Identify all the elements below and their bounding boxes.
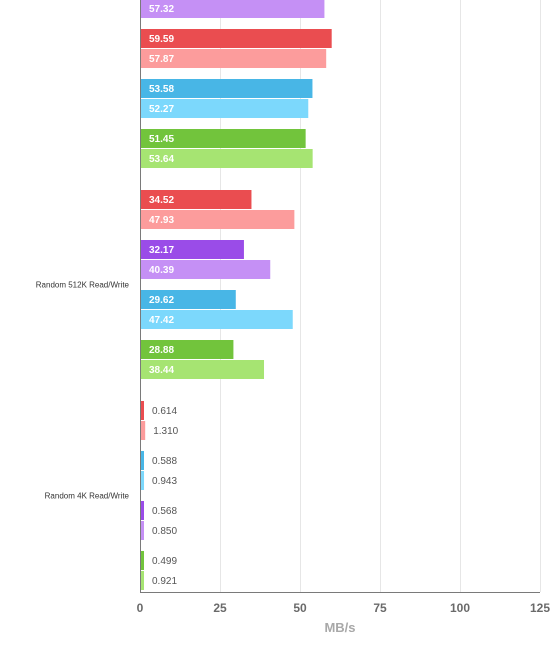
- bar-value-label: 40.39: [149, 265, 174, 276]
- bar: [141, 49, 327, 68]
- bar: [141, 340, 234, 359]
- bar: [141, 551, 144, 570]
- bar-value-label: 57.87: [149, 54, 174, 65]
- bar: [141, 149, 313, 168]
- bars: [141, 0, 332, 590]
- bar: [141, 360, 265, 379]
- x-axis: 0 25 50 75 100 125: [137, 0, 550, 615]
- bar-value-label: 0.568: [152, 506, 177, 517]
- bar-value-label: 53.64: [149, 154, 174, 165]
- bar: [141, 451, 144, 470]
- x-axis-title: MB/s: [324, 620, 355, 635]
- bar-labels: 57.32 59.59 57.87 53.58 52.27 51.45 53.64 34.52…: [149, 4, 179, 587]
- bar: [141, 571, 144, 590]
- bar: [141, 210, 295, 229]
- bar: [141, 190, 252, 209]
- bar: [141, 240, 244, 259]
- bar-value-label: 53.58: [149, 84, 174, 95]
- bar: [141, 260, 271, 279]
- bar-value-label: 0.850: [152, 526, 177, 537]
- bar-value-label: 0.499: [152, 556, 177, 567]
- bar-value-label: 52.27: [149, 104, 174, 115]
- bar-value-label: 29.62: [149, 295, 174, 306]
- bar-value-label: 47.93: [149, 215, 174, 226]
- bar: [141, 521, 144, 540]
- bar-value-label: 57.32: [149, 4, 174, 15]
- bar: [141, 129, 306, 148]
- bar-value-label: 0.943: [152, 476, 177, 487]
- bar: [141, 501, 144, 520]
- bar-value-label: 0.614: [152, 406, 177, 417]
- gridlines: [220, 0, 541, 592]
- bar-value-label: 0.588: [152, 456, 177, 467]
- bar-value-label: 0.921: [152, 576, 177, 587]
- bar-value-label: 59.59: [149, 34, 174, 45]
- x-tick-label: 25: [213, 601, 227, 615]
- x-tick-label: 125: [530, 601, 550, 615]
- category-label: Random 512K Read/Write: [36, 281, 130, 290]
- bar-value-label: 34.52: [149, 195, 174, 206]
- x-tick-label: 75: [373, 601, 387, 615]
- category-label: Random 4K Read/Write: [45, 492, 130, 501]
- bar: [141, 29, 332, 48]
- bar: [141, 0, 325, 18]
- bar-value-label: 38.44: [149, 365, 174, 376]
- bar: [141, 401, 144, 420]
- bar: [141, 471, 145, 490]
- bar-value-label: 51.45: [149, 134, 174, 145]
- x-tick-label: 100: [450, 601, 470, 615]
- bar: [141, 310, 293, 329]
- bar-value-label: 1.310: [153, 426, 178, 437]
- bar: [141, 290, 236, 309]
- x-tick-label: 0: [137, 601, 144, 615]
- bar: [141, 421, 146, 440]
- bar: [141, 99, 309, 118]
- bar-value-label: 47.42: [149, 315, 174, 326]
- bar-value-label: 28.88: [149, 345, 174, 356]
- bar: [141, 79, 313, 98]
- bar-value-label: 32.17: [149, 245, 174, 256]
- x-tick-label: 50: [293, 601, 307, 615]
- group-labels: Random 512K Read/Write Random 4K Read/Wri…: [36, 281, 130, 501]
